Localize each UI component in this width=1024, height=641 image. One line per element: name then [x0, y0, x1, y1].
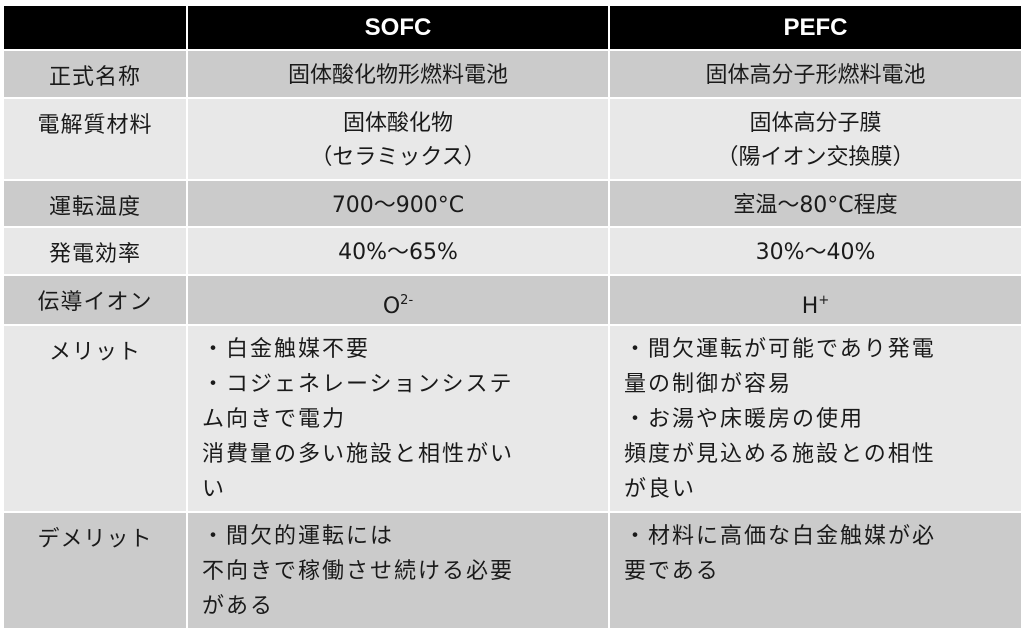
- cell-line: がある: [202, 594, 275, 619]
- pefc-cell: ・材料に高価な白金触媒が必 要である: [608, 511, 1023, 630]
- row-efficiency: 発電効率 40%～65% 30%～40%: [2, 226, 1023, 276]
- cell-line: い: [202, 477, 227, 502]
- row-label: メリット: [2, 324, 188, 513]
- cell-line: O2-: [188, 284, 608, 324]
- sofc-cell: 700～900°C: [186, 179, 610, 228]
- header-sofc: SOFC: [186, 4, 610, 51]
- pefc-cell: 固体高分子膜 （陽イオン交換膜）: [608, 97, 1023, 181]
- header-row: SOFC PEFC: [2, 4, 1023, 51]
- cell-line: ・間欠的運転には: [202, 524, 395, 549]
- row-official-name: 正式名称 固体酸化物形燃料電池 固体高分子形燃料電池: [2, 49, 1023, 99]
- cell-line: ・材料に高価な白金触媒が必: [624, 524, 937, 549]
- cell-line: ・コジェネレーションシステ: [202, 372, 514, 397]
- header-pefc: PEFC: [608, 4, 1023, 51]
- row-merits: メリット ・白金触媒不要 ・コジェネレーションシステ ム向きで電力 消費量の多い…: [2, 324, 1023, 513]
- row-electrolyte: 電解質材料 固体酸化物 （セラミックス） 固体高分子膜 （陽イオン交換膜）: [2, 97, 1023, 181]
- row-demerits: デメリット ・間欠的運転には 不向きで稼働させ続ける必要 がある ・材料に高価な…: [2, 511, 1023, 630]
- pefc-cell: 室温～80°C程度: [608, 179, 1023, 228]
- ion-charge: 2-: [400, 293, 414, 308]
- row-label: 伝導イオン: [2, 274, 188, 326]
- pefc-cell: 固体高分子形燃料電池: [608, 49, 1023, 99]
- sofc-cell: O2-: [186, 274, 610, 326]
- ion-symbol: H: [801, 294, 819, 319]
- sofc-cell: ・間欠的運転には 不向きで稼働させ続ける必要 がある: [186, 511, 610, 630]
- pefc-cell: H+: [608, 274, 1023, 326]
- cell-line: 不向きで稼働させ続ける必要: [202, 559, 515, 584]
- cell-line: が良い: [624, 477, 697, 502]
- header-blank: [2, 4, 188, 51]
- cell-line: 固体酸化物: [342, 111, 453, 136]
- cell-line: 消費量の多い施設と相性がい: [202, 442, 515, 467]
- row-label: 正式名称: [2, 49, 188, 99]
- row-label: 運転温度: [2, 179, 188, 228]
- cell-line: 固体高分子形燃料電池: [705, 63, 926, 88]
- row-ion: 伝導イオン O2- H+: [2, 274, 1023, 326]
- cell-line: 室温～80°C程度: [733, 193, 898, 218]
- cell-line: 頻度が見込める施設との相性: [624, 442, 936, 467]
- cell-line: 700～900°C: [331, 193, 465, 218]
- cell-line: 40%～65%: [338, 240, 458, 265]
- cell-line: 量の制御が容易: [624, 372, 793, 397]
- cell-line: ・間欠運転が可能であり発電: [624, 337, 936, 362]
- cell-line: H+: [610, 284, 1021, 324]
- pefc-cell: 30%～40%: [608, 226, 1023, 276]
- cell-line: （セラミックス）: [310, 145, 486, 170]
- row-label: デメリット: [2, 511, 188, 630]
- sofc-cell: ・白金触媒不要 ・コジェネレーションシステ ム向きで電力 消費量の多い施設と相性…: [186, 324, 610, 513]
- cell-line: 固体酸化物形燃料電池: [287, 63, 508, 88]
- comparison-table: SOFC PEFC 正式名称 固体酸化物形燃料電池 固体高分子形燃料電池 電解質…: [2, 4, 1023, 630]
- cell-line: （陽イオン交換膜）: [716, 145, 915, 170]
- pefc-cell: ・間欠運転が可能であり発電 量の制御が容易 ・お湯や床暖房の使用 頻度が見込める…: [608, 324, 1023, 513]
- sofc-cell: 固体酸化物 （セラミックス）: [186, 97, 610, 181]
- ion-charge: +: [818, 293, 830, 308]
- sofc-cell: 40%～65%: [186, 226, 610, 276]
- row-label: 発電効率: [2, 226, 188, 276]
- cell-line: ・お湯や床暖房の使用: [624, 407, 865, 432]
- cell-line: 要である: [624, 559, 720, 584]
- row-temperature: 運転温度 700～900°C 室温～80°C程度: [2, 179, 1023, 228]
- ion-symbol: O: [382, 294, 401, 319]
- cell-line: 固体高分子膜: [749, 111, 882, 136]
- cell-line: ム向きで電力: [202, 407, 347, 432]
- sofc-cell: 固体酸化物形燃料電池: [186, 49, 610, 99]
- row-label: 電解質材料: [2, 97, 188, 181]
- cell-line: ・白金触媒不要: [202, 337, 371, 362]
- cell-line: 30%～40%: [755, 240, 876, 265]
